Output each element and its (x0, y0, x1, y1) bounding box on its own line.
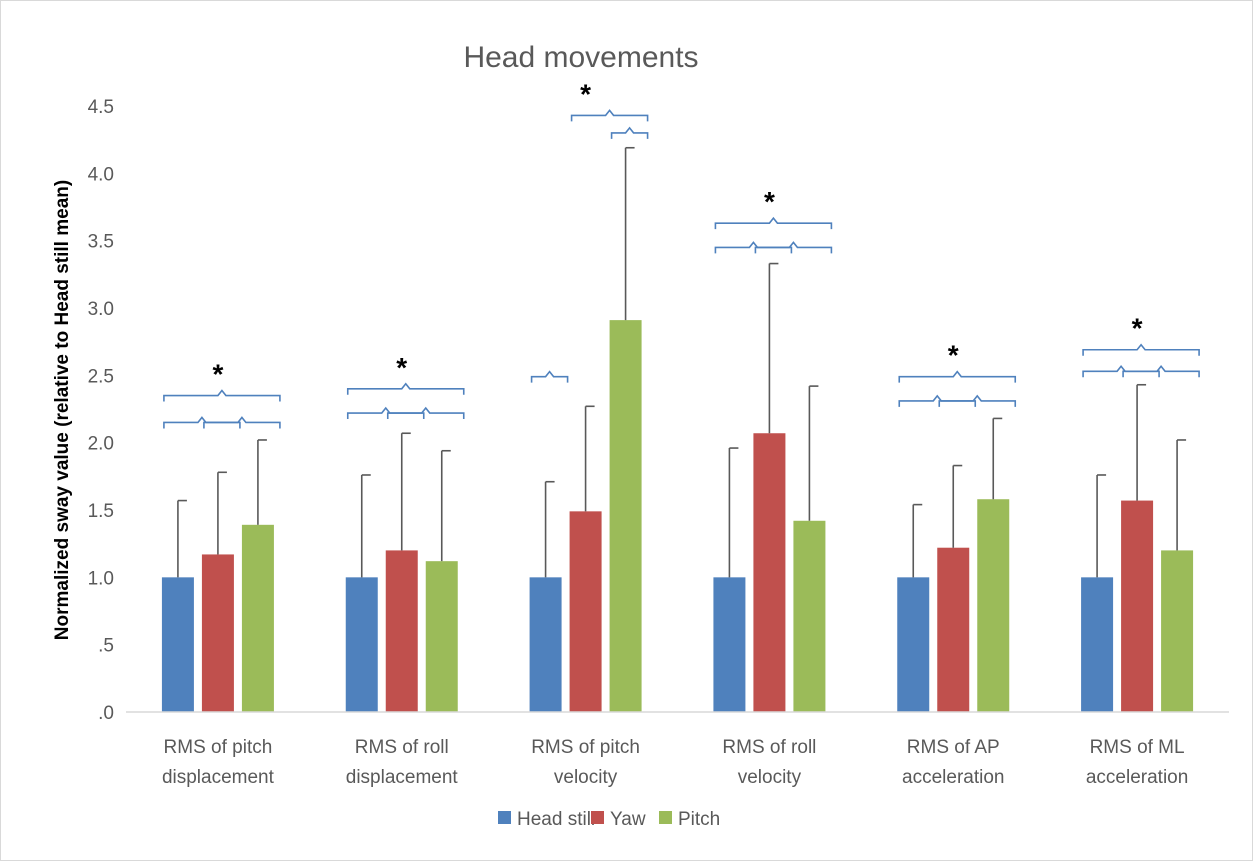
y-axis-label: Normalized sway value (relative to Head … (52, 180, 73, 640)
plot-area: .0 .5 1.0 1.5 2.0 2.5 3.0 3.5 4.0 4.5 RMS of pitch… (88, 78, 1229, 788)
y-tick-label: 4.0 (88, 164, 114, 185)
y-tick-label: .0 (98, 703, 114, 724)
significance-bracket (1122, 365, 1200, 378)
significance-star: * (580, 78, 591, 109)
significance-bracket (163, 389, 281, 402)
significance-star: * (1132, 313, 1143, 344)
legend-swatch-head-still (498, 811, 511, 824)
significance-bracket (610, 126, 649, 139)
legend-label: Pitch (678, 809, 720, 830)
y-tick-label: 1.5 (88, 501, 114, 522)
bar-yaw (385, 550, 418, 712)
significance-bracket (346, 406, 425, 420)
bar-yaw (201, 554, 234, 712)
significance-bracket (346, 382, 465, 395)
bar-head-still (1081, 577, 1114, 712)
bar-pitch (977, 499, 1010, 712)
bar-pitch (609, 320, 642, 712)
significance-bracket (203, 416, 281, 429)
significance-star: * (948, 340, 959, 371)
legend-swatch-pitch (659, 811, 672, 824)
legend-swatch-yaw (591, 811, 604, 824)
bar-head-still (713, 577, 746, 712)
bar-head-still (161, 577, 194, 712)
significance-bracket (570, 109, 649, 122)
y-tick-label: 4.5 (88, 97, 114, 118)
legend-label: Yaw (610, 809, 646, 830)
significance-bracket (386, 406, 465, 420)
x-tick-label: RMS of AP (907, 737, 1000, 758)
y-tick-label: .5 (98, 636, 114, 657)
significance-star: * (396, 352, 407, 383)
significance-bracket (898, 370, 1017, 383)
bar-pitch (1161, 550, 1194, 712)
bar-yaw (937, 547, 970, 712)
significance-star: * (212, 359, 223, 390)
significance-bracket (898, 394, 977, 407)
significance-bracket (714, 241, 793, 254)
x-tick-label: RMS of roll (722, 737, 816, 758)
significance-bracket (163, 416, 241, 429)
bar-head-still (345, 577, 378, 712)
y-tick-label: 2.5 (88, 366, 114, 387)
significance-bracket (1082, 343, 1200, 356)
significance-bracket (938, 394, 1017, 407)
bar-pitch (241, 524, 274, 712)
x-tick-label: RMS of pitch (164, 737, 273, 758)
x-tick-label: velocity (554, 767, 618, 788)
x-tick-label: displacement (346, 767, 459, 788)
significance-bracket (1082, 365, 1160, 378)
bar-pitch (425, 561, 458, 712)
significance-bracket (714, 216, 833, 230)
x-tick-label: displacement (162, 767, 275, 788)
bar-yaw (753, 433, 786, 712)
x-tick-label: RMS of pitch (531, 737, 640, 758)
y-tick-label: 2.0 (88, 434, 114, 455)
bar-head-still (529, 577, 562, 712)
chart-title: Head movements (463, 41, 698, 74)
bar-head-still (897, 577, 930, 712)
x-tick-label: RMS of ML (1090, 737, 1185, 758)
significance-bracket (754, 241, 833, 254)
bar-yaw (1121, 500, 1154, 712)
bar-pitch (793, 520, 826, 712)
legend: Head still Yaw Pitch (498, 809, 720, 830)
legend-label: Head still (517, 809, 595, 830)
significance-star: * (764, 186, 775, 217)
x-tick-label: velocity (738, 767, 802, 788)
significance-bracket (530, 370, 569, 383)
bar-yaw (569, 511, 602, 712)
x-tick-label: RMS of roll (355, 737, 449, 758)
x-tick-label: acceleration (1086, 767, 1188, 788)
x-tick-label: acceleration (902, 767, 1004, 788)
y-tick-label: 3.0 (88, 299, 114, 320)
y-tick-label: 3.5 (88, 232, 114, 253)
y-tick-label: 1.0 (88, 568, 114, 589)
